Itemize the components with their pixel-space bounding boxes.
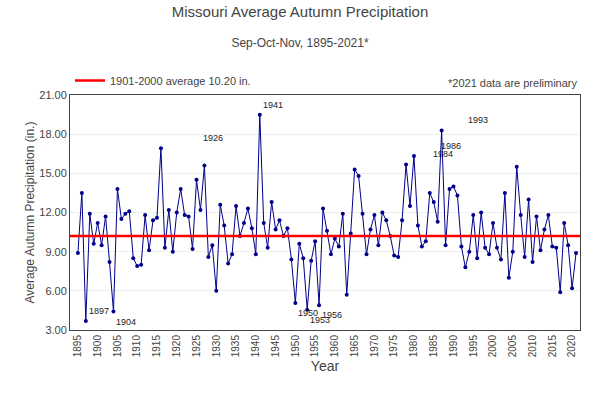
svg-text:1926: 1926 xyxy=(203,133,223,143)
svg-text:1950: 1950 xyxy=(290,335,301,358)
svg-text:1915: 1915 xyxy=(151,335,162,358)
svg-text:1935: 1935 xyxy=(230,335,241,358)
svg-text:1905: 1905 xyxy=(112,335,123,358)
svg-text:Average Autumn Precipitation (: Average Autumn Precipitation (in.) xyxy=(23,122,37,304)
svg-text:1995: 1995 xyxy=(468,335,479,358)
svg-text:1980: 1980 xyxy=(408,335,419,358)
svg-text:1940: 1940 xyxy=(250,335,261,358)
svg-text:9.00: 9.00 xyxy=(45,246,66,258)
svg-text:1945: 1945 xyxy=(270,335,281,358)
svg-text:1950: 1950 xyxy=(298,308,318,318)
svg-text:1895: 1895 xyxy=(72,335,83,358)
svg-text:15.00: 15.00 xyxy=(39,167,67,179)
svg-text:1955: 1955 xyxy=(309,335,320,358)
svg-text:Sep-Oct-Nov, 1895-2021*: Sep-Oct-Nov, 1895-2021* xyxy=(231,36,369,50)
svg-text:1965: 1965 xyxy=(349,335,360,358)
svg-text:1960: 1960 xyxy=(329,335,340,358)
svg-text:3.00: 3.00 xyxy=(45,324,66,336)
svg-text:1993: 1993 xyxy=(468,115,488,125)
svg-text:1910: 1910 xyxy=(131,335,142,358)
svg-text:2010: 2010 xyxy=(527,335,538,358)
svg-text:1990: 1990 xyxy=(448,335,459,358)
svg-text:12.00: 12.00 xyxy=(39,206,67,218)
svg-text:1925: 1925 xyxy=(191,335,202,358)
svg-text:1970: 1970 xyxy=(369,335,380,358)
svg-text:1941: 1941 xyxy=(263,100,283,110)
svg-text:1920: 1920 xyxy=(171,335,182,358)
svg-text:1904: 1904 xyxy=(116,317,136,327)
svg-text:6.00: 6.00 xyxy=(45,285,66,297)
svg-text:1986: 1986 xyxy=(441,141,461,151)
svg-text:2005: 2005 xyxy=(507,335,518,358)
svg-text:2000: 2000 xyxy=(487,335,498,358)
svg-text:Year: Year xyxy=(311,358,340,374)
svg-text:1897: 1897 xyxy=(89,306,109,316)
svg-text:1984: 1984 xyxy=(433,149,453,159)
svg-text:*2021 data are preliminary: *2021 data are preliminary xyxy=(448,77,578,89)
svg-text:21.00: 21.00 xyxy=(39,89,67,101)
svg-text:1901-2000 average 10.20 in.: 1901-2000 average 10.20 in. xyxy=(110,75,251,87)
svg-text:Missouri Average Autumn Precip: Missouri Average Autumn Precipitation xyxy=(172,3,429,20)
svg-text:1975: 1975 xyxy=(388,335,399,358)
svg-text:1953: 1953 xyxy=(310,315,330,325)
svg-text:1985: 1985 xyxy=(428,335,439,358)
svg-text:1900: 1900 xyxy=(92,335,103,358)
svg-text:1956: 1956 xyxy=(322,310,342,320)
svg-text:2020: 2020 xyxy=(566,335,577,358)
svg-text:1930: 1930 xyxy=(211,335,222,358)
svg-text:2015: 2015 xyxy=(547,335,558,358)
svg-text:18.00: 18.00 xyxy=(39,128,67,140)
